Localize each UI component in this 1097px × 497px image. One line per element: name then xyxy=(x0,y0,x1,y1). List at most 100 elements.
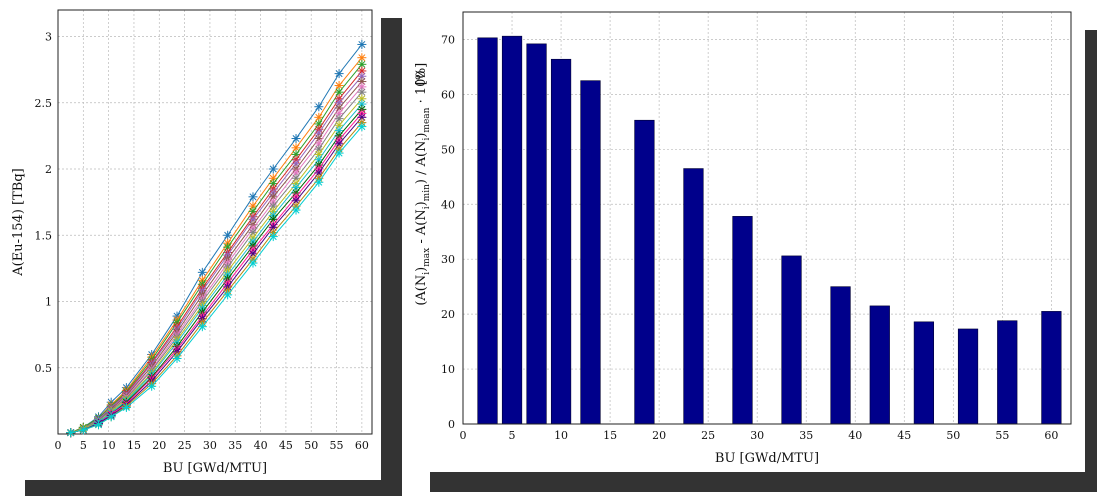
asterisk-stroke xyxy=(358,67,366,75)
bar xyxy=(1041,311,1062,425)
bar xyxy=(477,37,498,425)
asterisk-stroke xyxy=(173,354,181,362)
y-label-text: ) xyxy=(414,133,429,138)
bar xyxy=(781,255,802,425)
y-label-text: · 100 xyxy=(414,70,429,107)
asterisk-stroke xyxy=(315,178,323,186)
y-axis-unit: [%] xyxy=(414,63,429,86)
asterisk-stroke xyxy=(249,250,257,258)
asterisk-stroke xyxy=(358,100,366,108)
asterisk-stroke xyxy=(335,82,343,90)
y-label-subscript: i xyxy=(422,138,432,141)
asterisk-stroke xyxy=(358,60,366,68)
bar xyxy=(732,216,753,425)
asterisk-stroke xyxy=(292,160,300,168)
plot-frame xyxy=(57,9,373,435)
asterisk-stroke xyxy=(249,215,257,223)
bar xyxy=(997,320,1018,425)
data-point-asterisk xyxy=(121,403,131,412)
bar xyxy=(580,80,601,425)
asterisk-stroke xyxy=(269,193,277,201)
data-point-asterisk xyxy=(248,258,258,268)
x-tick-label: 55 xyxy=(330,439,344,452)
data-point-asterisk xyxy=(268,232,278,242)
asterisk-stroke xyxy=(315,169,323,177)
asterisk-stroke xyxy=(335,99,343,107)
bar xyxy=(501,35,523,425)
x-tick-label: 25 xyxy=(178,439,192,452)
asterisk-stroke xyxy=(224,231,232,239)
asterisk-stroke xyxy=(335,115,343,123)
bar xyxy=(830,286,851,425)
data-point-asterisk xyxy=(314,102,324,112)
asterisk-stroke xyxy=(292,150,300,158)
asterisk-stroke xyxy=(358,78,366,86)
x-tick-label: 50 xyxy=(304,439,318,452)
x-tick-label: 15 xyxy=(127,439,141,452)
y-label-subscript: i xyxy=(422,206,432,209)
asterisk-stroke xyxy=(358,123,366,131)
data-point-asterisk xyxy=(334,69,344,79)
eu154-activity-line-chart: 0 5 10 15 20 25 30 35 40 45 50 55 60 0.5 1 1.5 2 2.5 3 BU [… xyxy=(11,9,373,476)
bar xyxy=(550,58,572,425)
x-tick-label: 55 xyxy=(995,429,1009,442)
asterisk-stroke xyxy=(269,233,277,241)
asterisk-stroke xyxy=(335,127,343,135)
x-tick-label: 45 xyxy=(897,429,911,442)
data-point-asterisk xyxy=(357,99,367,109)
asterisk-stroke xyxy=(315,150,323,158)
bar xyxy=(683,168,704,425)
asterisk-stroke xyxy=(67,429,75,437)
y-tick-label: 30 xyxy=(441,253,455,266)
y-tick-label: 60 xyxy=(441,88,455,101)
x-tick-label: 20 xyxy=(152,439,166,452)
asterisk-stroke xyxy=(269,165,277,173)
asterisk-stroke xyxy=(315,129,323,137)
x-tick-label: 25 xyxy=(701,429,715,442)
series-line xyxy=(70,64,363,434)
asterisk-stroke xyxy=(335,70,343,78)
x-axis-label: BU [GWd/MTU] xyxy=(163,461,267,476)
y-tick-label: 1 xyxy=(45,296,52,309)
asterisk-stroke xyxy=(224,291,232,299)
data-point-asterisk xyxy=(357,112,367,122)
y-label-subscript: min xyxy=(422,184,432,201)
data-point-asterisk xyxy=(78,425,88,435)
x-tick-label: 40 xyxy=(254,439,268,452)
bar xyxy=(957,328,979,425)
asterisk-stroke xyxy=(335,121,343,129)
x-tick-label: 30 xyxy=(203,439,217,452)
asterisk-stroke xyxy=(269,180,277,188)
data-point-asterisk xyxy=(106,412,116,422)
asterisk-stroke xyxy=(335,109,343,117)
x-tick-label: 45 xyxy=(279,439,293,452)
data-point-asterisk xyxy=(172,353,182,363)
y-tick-label: 2 xyxy=(45,163,52,176)
asterisk-stroke xyxy=(292,135,300,143)
x-tick-label: 10 xyxy=(554,429,568,442)
x-axis-label: BU [GWd/MTU] xyxy=(715,451,819,466)
asterisk-stroke xyxy=(269,215,277,223)
y-axis-label: A(Eu-154) [TBq] xyxy=(11,168,26,276)
asterisk-stroke xyxy=(269,174,277,182)
y-label-text: ) xyxy=(414,267,429,272)
right-frame-shadow-right xyxy=(1085,30,1097,492)
data-point-asterisk xyxy=(357,39,367,49)
asterisk-stroke xyxy=(335,88,343,96)
x-tick-label: 40 xyxy=(848,429,862,442)
y-label-text: (A(N xyxy=(414,275,429,306)
bar xyxy=(913,321,935,425)
plot-frame xyxy=(462,11,1072,425)
asterisk-stroke xyxy=(315,103,323,111)
asterisk-stroke xyxy=(292,206,300,214)
data-point-asterisk xyxy=(223,290,233,300)
asterisk-stroke xyxy=(358,40,366,48)
asterisk-stroke xyxy=(292,169,300,177)
bar xyxy=(869,305,890,425)
asterisk-stroke xyxy=(335,140,343,148)
left-chart-panel: 0 5 10 15 20 25 30 35 40 45 50 55 60 0.5 1 1.5 2 2.5 3 BU [… xyxy=(0,0,381,480)
y-tick-label: 10 xyxy=(441,363,455,376)
asterisk-stroke xyxy=(198,323,206,331)
x-tick-label: 20 xyxy=(652,429,666,442)
asterisk-stroke xyxy=(269,202,277,210)
